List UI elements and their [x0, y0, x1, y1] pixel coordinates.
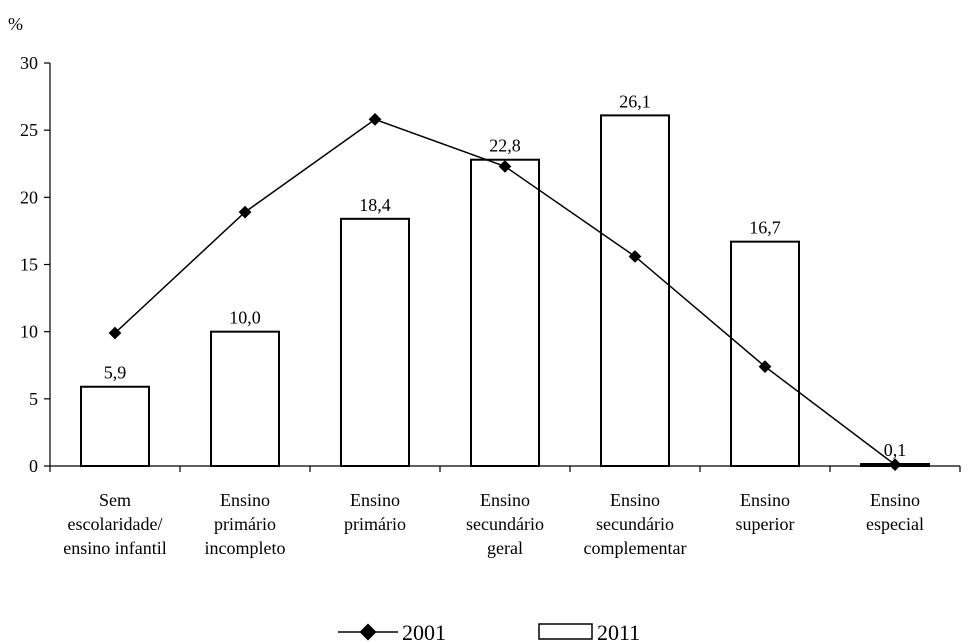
category-label: geral — [487, 538, 523, 558]
category-label: especial — [866, 514, 924, 534]
category-label: ensino infantil — [63, 538, 166, 558]
category-label: escolaridade/ — [68, 514, 163, 534]
category-label: primário — [214, 514, 276, 534]
category-label: Ensino — [740, 490, 790, 510]
category-label: Sem — [99, 490, 131, 510]
x-axis — [49, 465, 961, 472]
category-label: complementar — [584, 538, 687, 558]
y-tick-label: 5 — [29, 389, 38, 409]
category-label: secundário — [596, 514, 674, 534]
legend-2011-swatch — [538, 623, 593, 640]
y-tick-label: 20 — [20, 187, 38, 207]
legend-2001-label: 2001 — [402, 620, 446, 641]
bar-data-label: 10,0 — [229, 308, 261, 328]
y-tick-label: 30 — [20, 53, 38, 73]
bar-2011 — [730, 240, 800, 467]
line-2001-point — [108, 326, 122, 340]
category-labels: Sem escolaridade/ensino infantil Ensino pri… — [63, 490, 924, 558]
bar-data-label: 18,4 — [359, 195, 391, 215]
y-axis: 0 5 10 15 20 25 30 — [20, 53, 51, 476]
legend-2001-marker — [359, 623, 377, 641]
category-label: Ensino — [480, 490, 530, 510]
bar-2011 — [340, 217, 410, 467]
y-tick-label: 15 — [20, 255, 38, 275]
category-label: Ensino — [220, 490, 270, 510]
y-tick-label: 25 — [20, 120, 38, 140]
bar-data-label: 5,9 — [104, 363, 127, 383]
bar-data-label: 22,8 — [489, 136, 521, 156]
category-label: primário — [344, 514, 406, 534]
line-2001-point — [368, 113, 382, 126]
legend: 2001 2011 — [338, 620, 640, 641]
y-tick-label: 0 — [29, 456, 38, 476]
category-label: Ensino — [870, 490, 920, 510]
bar-data-label: 26,1 — [619, 91, 651, 111]
bar-2011 — [470, 158, 540, 467]
bar-data-label: 16,7 — [749, 218, 781, 238]
bar-data-label: 0,1 — [884, 440, 907, 460]
line-2001-point — [238, 205, 252, 219]
bar-data-labels: 5,9 10,0 18,4 22,8 26,1 16,7 0,1 — [104, 91, 907, 460]
category-label: Ensino — [610, 490, 660, 510]
line-2001-point — [888, 458, 902, 472]
bar-2011 — [80, 385, 150, 468]
category-label: Ensino — [350, 490, 400, 510]
category-label: secundário — [466, 514, 544, 534]
y-axis-label: % — [8, 14, 23, 34]
bar-2011 — [210, 330, 280, 467]
bars-2011 — [80, 114, 930, 468]
line-2001-point — [498, 160, 512, 173]
category-label: incompleto — [205, 538, 286, 558]
legend-2011-label: 2011 — [597, 620, 640, 641]
y-tick-label: 10 — [20, 322, 38, 342]
category-label: superior — [736, 514, 795, 534]
bar-2011 — [600, 114, 670, 467]
